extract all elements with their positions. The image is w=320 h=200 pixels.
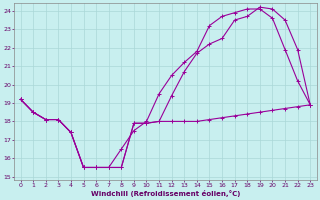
X-axis label: Windchill (Refroidissement éolien,°C): Windchill (Refroidissement éolien,°C) bbox=[91, 190, 240, 197]
